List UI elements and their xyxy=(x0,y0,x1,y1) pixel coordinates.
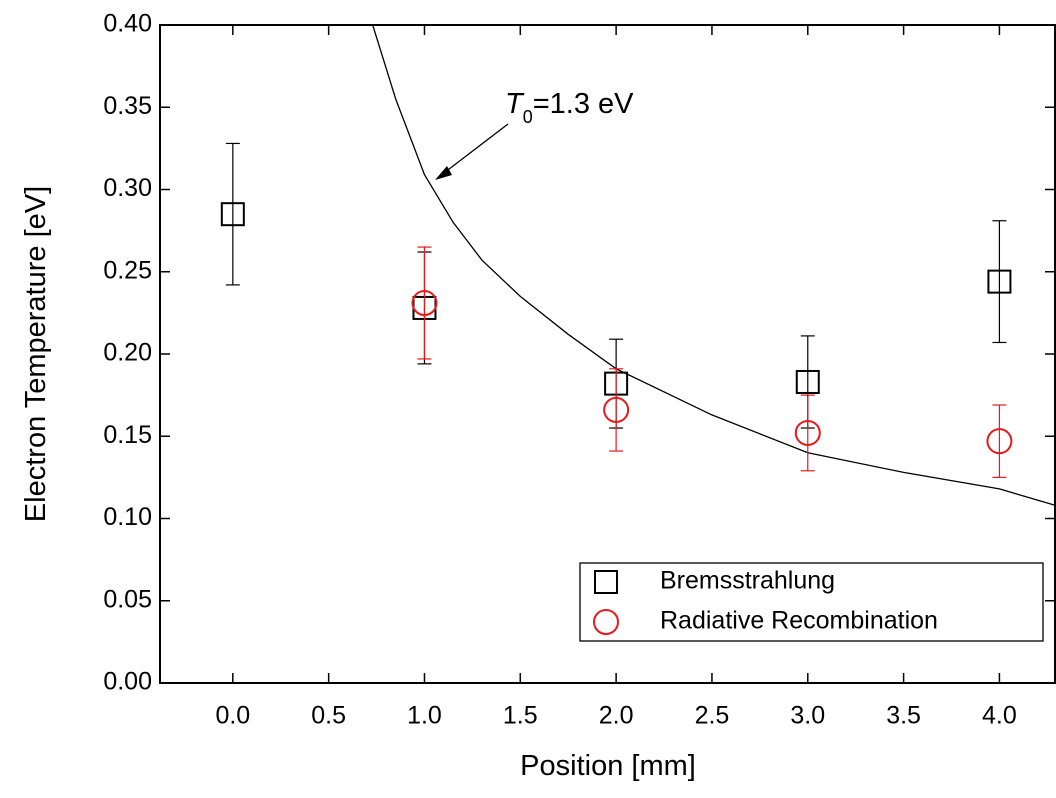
x-tick-label: 0.5 xyxy=(311,702,346,730)
error-bar xyxy=(992,220,1007,344)
x-tick-label: 4.0 xyxy=(982,702,1017,730)
legend-box xyxy=(579,562,1044,642)
y-tick-label: 0.05 xyxy=(103,585,152,613)
marker-circle xyxy=(986,428,1013,455)
y-tick-label: 0.20 xyxy=(103,339,152,367)
error-bar xyxy=(225,142,240,286)
annotation-arrow xyxy=(439,123,509,177)
marker-square xyxy=(220,202,245,227)
marker-circle xyxy=(411,290,438,317)
marker-square xyxy=(987,269,1012,294)
x-tick-label: 3.5 xyxy=(886,702,921,730)
marker-square xyxy=(795,369,820,394)
x-tick-label: 2.0 xyxy=(599,702,634,730)
x-tick-label: 1.5 xyxy=(503,702,538,730)
x-tick-label: 1.0 xyxy=(407,702,442,730)
annotation-text: =1.3 eV xyxy=(533,88,634,120)
error-bar xyxy=(417,246,432,360)
error-bar xyxy=(992,404,1007,478)
error-bar xyxy=(800,394,815,472)
x-tick-label: 2.5 xyxy=(695,702,730,730)
legend-label: Bremsstrahlung xyxy=(660,567,835,595)
x-tick-label: 3.0 xyxy=(790,702,825,730)
error-bar xyxy=(609,368,624,452)
arrow-head xyxy=(435,166,452,180)
y-tick-label: 0.35 xyxy=(103,92,152,120)
marker-circle xyxy=(603,396,630,423)
marker-square xyxy=(594,570,618,594)
x-tick-label: 0.0 xyxy=(215,702,250,730)
y-tick-label: 0.00 xyxy=(103,668,152,696)
y-tick-label: 0.30 xyxy=(103,174,152,202)
marker-circle xyxy=(794,419,821,446)
annotation-subscript: 0 xyxy=(523,107,533,127)
legend-label: Radiative Recombination xyxy=(660,607,938,635)
model-curve xyxy=(372,24,1056,506)
annotation: T0=1.3 eV xyxy=(505,88,634,127)
y-tick-label: 0.10 xyxy=(103,503,152,531)
x-axis-label: Position [mm] xyxy=(520,750,696,782)
y-tick-label: 0.40 xyxy=(103,10,152,38)
y-tick-label: 0.15 xyxy=(103,421,152,449)
marker-circle xyxy=(593,609,619,635)
y-axis-label: Electron Temperature [eV] xyxy=(20,186,52,522)
annotation-symbol: T xyxy=(505,88,525,120)
y-tick-label: 0.25 xyxy=(103,256,152,284)
